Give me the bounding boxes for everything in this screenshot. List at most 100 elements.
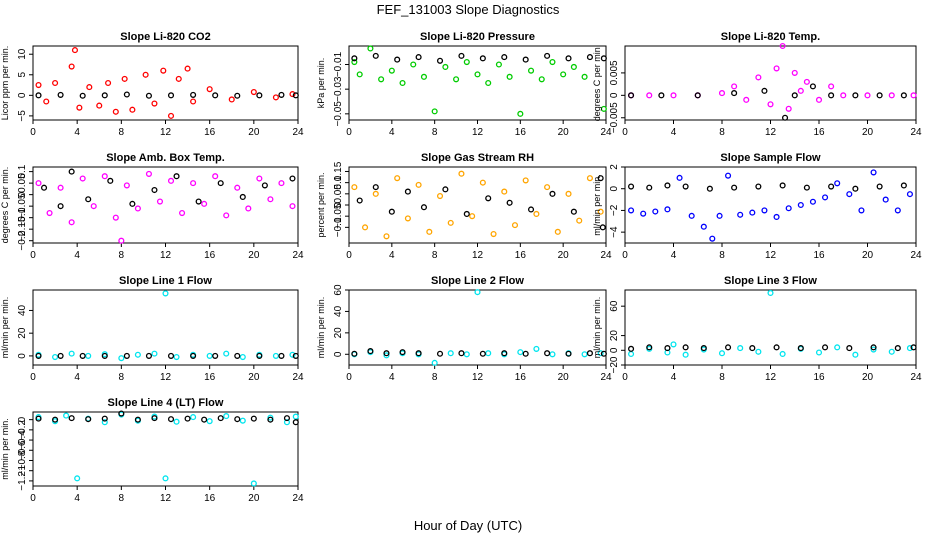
data-point: [822, 194, 829, 201]
data-point: [743, 96, 750, 103]
data-point: [173, 418, 180, 425]
panel-6: Slope Sample Flow ml/min per min. 0 4 8 12 16 2…: [592, 152, 922, 261]
data-point: [112, 108, 119, 115]
y-tick-label: 0.005: [609, 60, 620, 85]
y-tick-label: −0.03: [333, 76, 344, 102]
data-point: [682, 351, 689, 358]
data-point: [676, 174, 683, 181]
data-point-black: [761, 87, 768, 94]
x-tick-label: 20: [248, 127, 260, 138]
data-point: [565, 190, 572, 197]
panel-title: Slope Gas Stream RH: [421, 152, 534, 164]
data-point: [834, 344, 841, 351]
y-tick-label: 20: [17, 327, 28, 339]
data-point: [90, 203, 97, 210]
x-tick-label: 20: [248, 250, 260, 261]
x-tick-label: 0: [30, 493, 36, 504]
data-point-black: [694, 92, 701, 99]
data-point-black: [151, 415, 158, 422]
data-point: [283, 419, 291, 426]
data-point-black: [195, 198, 202, 205]
data-point-black: [628, 183, 635, 190]
data-point-black: [501, 350, 508, 357]
panel-title: Slope Li-820 Pressure: [420, 31, 535, 43]
data-point-black: [910, 344, 917, 351]
data-point: [755, 348, 762, 355]
data-point-black: [597, 175, 604, 182]
data-point-black: [809, 83, 816, 90]
data-point-black: [506, 199, 513, 206]
data-point: [870, 346, 877, 353]
y-axis-label: ml/min per min.: [0, 297, 10, 359]
data-point-black: [35, 352, 42, 359]
x-tick-label: 20: [862, 372, 874, 383]
data-point: [463, 58, 470, 66]
data-point-black: [79, 92, 86, 99]
data-point: [785, 105, 792, 112]
data-point: [852, 351, 859, 358]
data-point: [85, 352, 92, 359]
data-point: [581, 351, 588, 358]
data-point: [485, 350, 492, 357]
panel-title: Slope Line 1 Flow: [119, 275, 212, 287]
data-point: [356, 71, 363, 78]
y-tick-label: 0: [17, 191, 28, 197]
data-point: [112, 214, 119, 221]
data-point: [184, 65, 191, 72]
data-point: [250, 88, 257, 96]
data-point-black: [415, 54, 422, 61]
data-point-black: [791, 92, 798, 99]
y-axis-label: ml/min per min.: [0, 418, 10, 480]
data-point-black: [256, 352, 263, 359]
x-tick-label: 8: [719, 127, 725, 138]
data-point-black: [646, 344, 653, 351]
data-point: [910, 92, 917, 99]
data-point: [223, 350, 230, 357]
y-tick-label: −20: [609, 356, 620, 373]
data-point: [101, 173, 108, 180]
y-tick-label: −0.2: [17, 420, 28, 440]
data-point-black: [664, 345, 671, 352]
data-point: [570, 63, 577, 71]
data-point: [809, 198, 816, 205]
y-axis-label: ml/min per min.: [316, 297, 326, 359]
x-tick-label: 4: [671, 250, 677, 261]
data-point: [234, 184, 241, 191]
data-point-black: [586, 54, 593, 61]
data-point: [289, 203, 296, 210]
x-tick-label: 8: [719, 372, 725, 383]
data-point: [597, 350, 604, 357]
data-point: [517, 349, 524, 356]
panel-2: Slope Li-820 Pressure kPa per min. 0 4 8 12 16…: [316, 31, 612, 138]
panel-3: Slope Li-820 Temp. degrees C per min. 0 4 8 1…: [592, 31, 922, 138]
data-point: [35, 82, 42, 89]
plot-frame: [348, 166, 607, 244]
x-tick-label: 4: [389, 372, 395, 383]
data-point-black: [234, 92, 241, 99]
data-point-black: [628, 345, 635, 352]
data-point: [533, 345, 540, 352]
x-tick-label: 12: [160, 250, 172, 261]
data-point: [779, 42, 786, 50]
data-point: [670, 341, 677, 348]
data-point: [767, 101, 774, 108]
x-tick-label: 12: [160, 372, 172, 383]
data-point: [511, 222, 519, 229]
data-point-black: [822, 344, 829, 351]
data-point: [278, 180, 285, 187]
x-tick-label: 16: [204, 493, 216, 504]
x-tick-label: 12: [472, 250, 484, 261]
data-point-black: [731, 90, 738, 97]
data-point: [289, 91, 296, 98]
x-tick-label: 0: [30, 127, 36, 138]
data-point-black: [292, 92, 299, 99]
data-point: [761, 207, 768, 214]
data-point: [351, 184, 358, 191]
y-tick-label: 0.15: [333, 161, 344, 181]
y-axis-label: degrees C per min.: [592, 45, 602, 122]
data-point: [858, 207, 865, 214]
data-point: [173, 353, 180, 361]
data-point-black: [283, 415, 291, 422]
data-point: [773, 213, 780, 220]
data-point: [628, 350, 635, 358]
